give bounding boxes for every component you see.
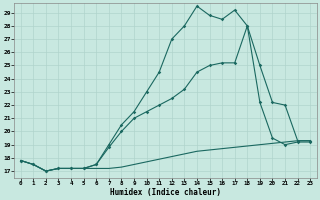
X-axis label: Humidex (Indice chaleur): Humidex (Indice chaleur) xyxy=(110,188,221,197)
